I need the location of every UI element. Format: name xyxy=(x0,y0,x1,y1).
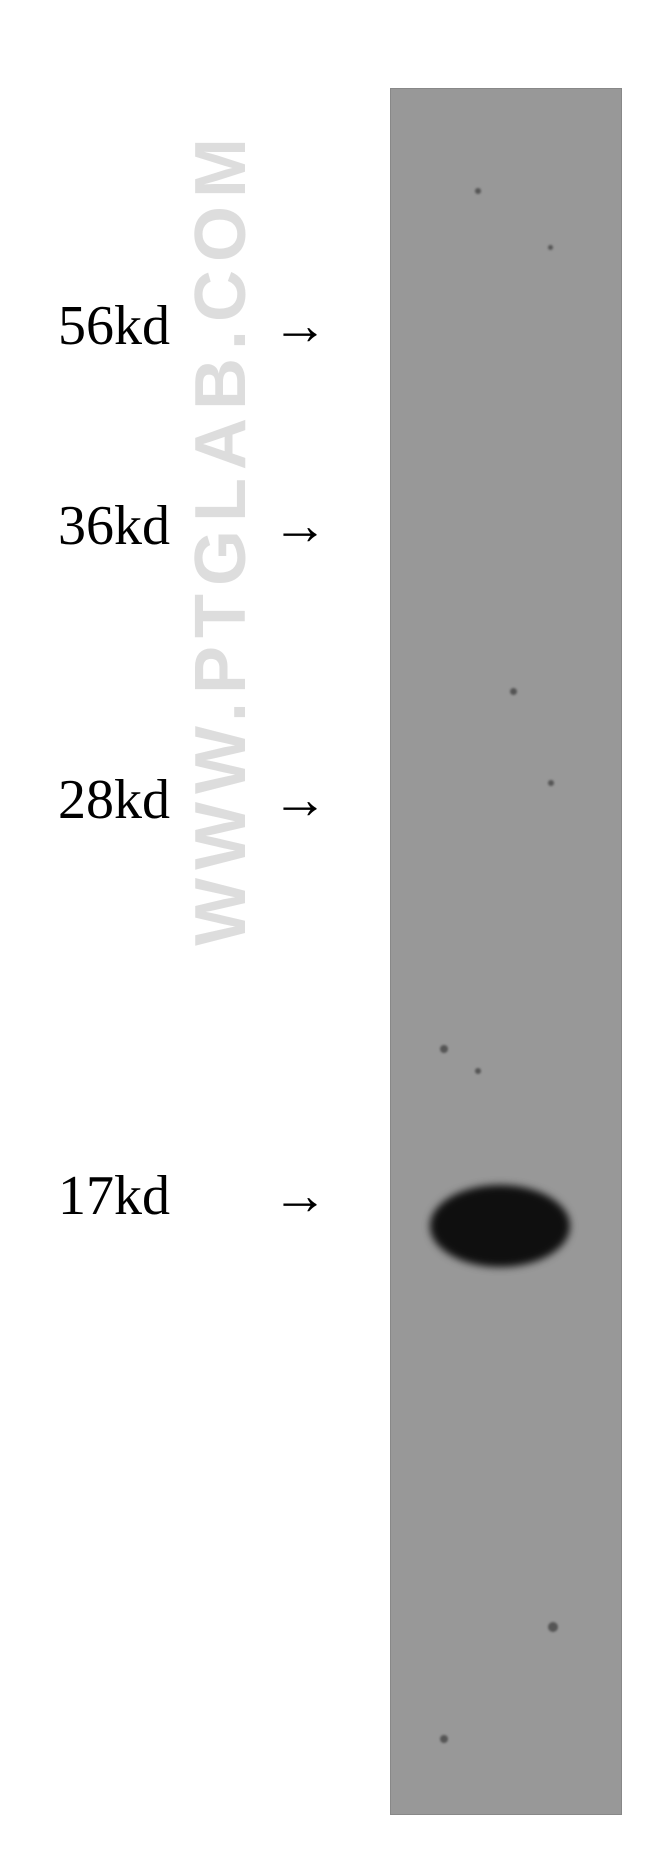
band-main xyxy=(430,1185,570,1267)
blot-spot xyxy=(440,1735,448,1743)
watermark-text: WWW.PTGLAB.COM xyxy=(180,130,262,946)
marker-arrow-icon: → xyxy=(272,768,328,832)
blot-lane xyxy=(390,88,622,1815)
blot-spot xyxy=(475,1068,481,1074)
marker-arrow-icon: → xyxy=(272,294,328,358)
marker-arrow-icon: → xyxy=(272,494,328,558)
blot-spot xyxy=(510,688,517,695)
blot-spot xyxy=(475,188,481,194)
blot-spot xyxy=(548,1622,558,1632)
marker-label: 36kd xyxy=(58,494,170,558)
marker-label: 28kd xyxy=(58,768,170,832)
blot-spot xyxy=(440,1045,448,1053)
marker-arrow-icon: → xyxy=(272,1164,328,1228)
marker-label: 56kd xyxy=(58,294,170,358)
blot-spot xyxy=(548,780,554,786)
blot-spot xyxy=(548,245,553,250)
marker-label: 17kd xyxy=(58,1164,170,1228)
blot-container: WWW.PTGLAB.COM 56kd → 36kd → 28kd → 17kd → xyxy=(0,0,650,1855)
